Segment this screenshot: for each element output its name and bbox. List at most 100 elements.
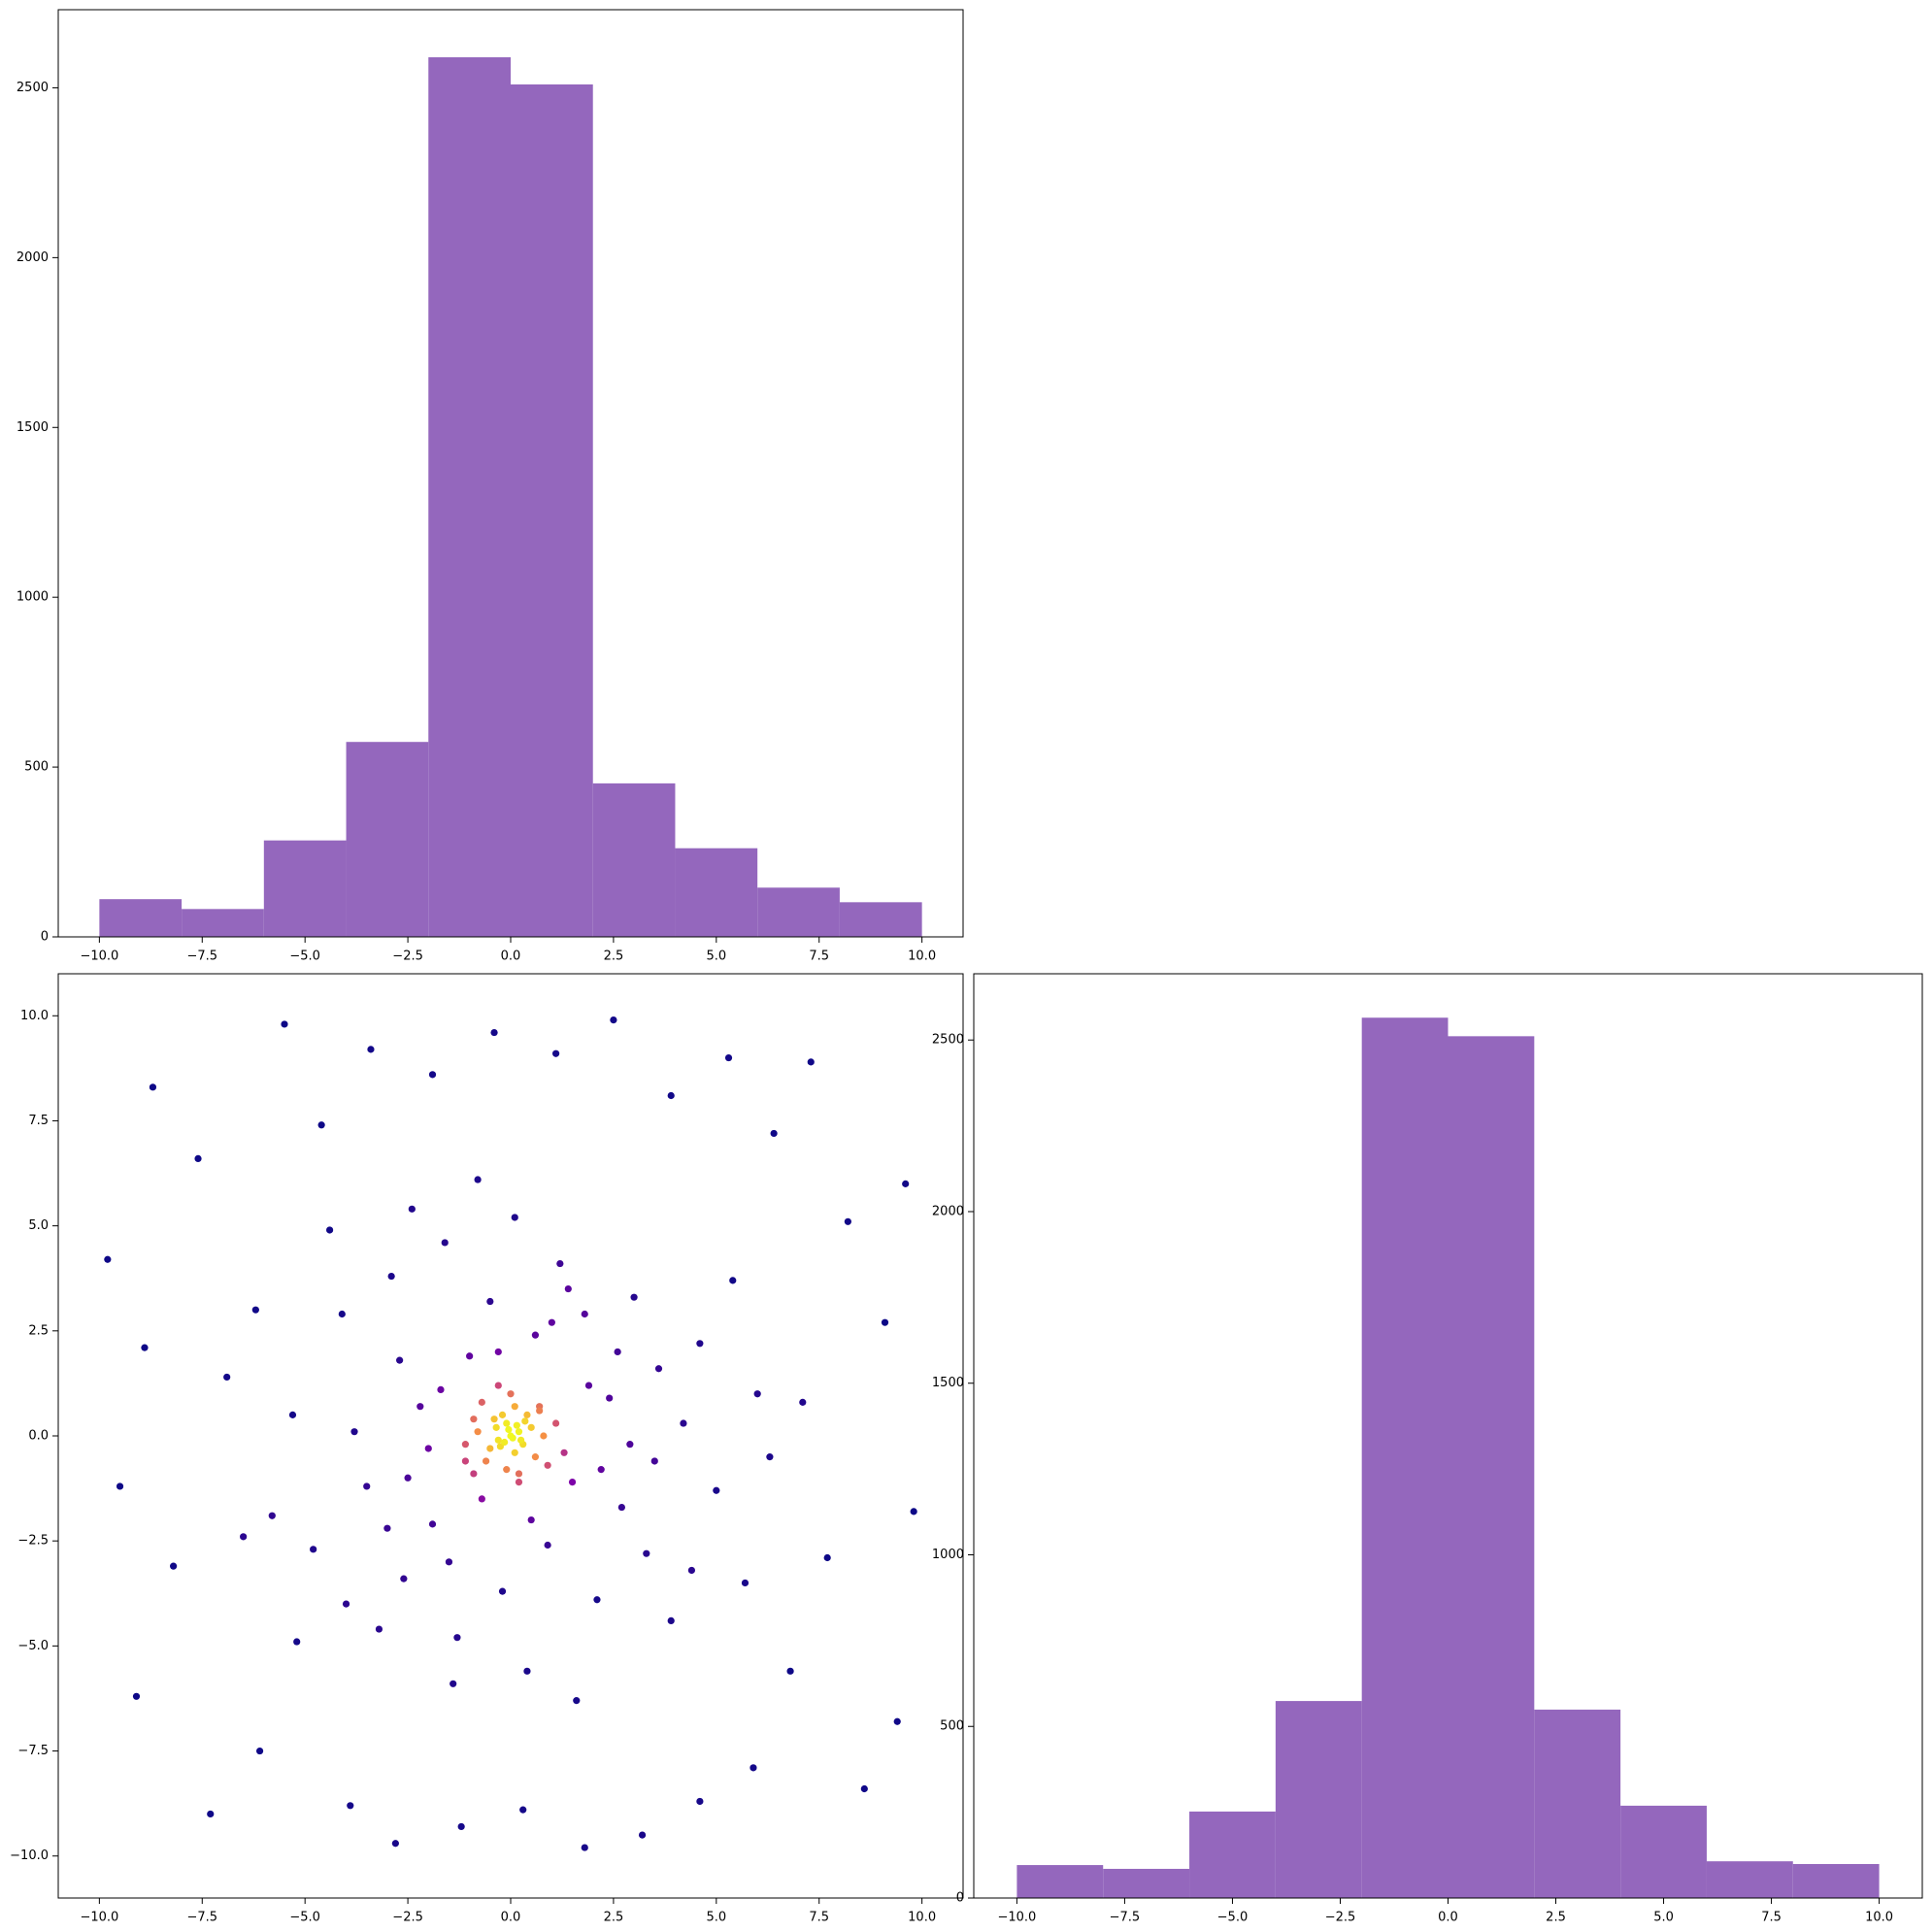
point (667, 1091, 675, 1100)
point (478, 1398, 485, 1406)
point (515, 1479, 523, 1486)
point (687, 1566, 696, 1575)
point (696, 1340, 704, 1348)
x-tick-label: 0.0 (501, 1911, 521, 1925)
bar (1448, 1036, 1535, 1898)
y-tick-label: 2000 (17, 250, 49, 265)
point (450, 1680, 457, 1687)
point (470, 1470, 478, 1478)
point (556, 1259, 564, 1268)
x-tick-label: 10.0 (1865, 1911, 1893, 1925)
point (614, 1348, 621, 1356)
point (441, 1239, 449, 1247)
point (713, 1486, 720, 1494)
point (486, 1297, 494, 1306)
x-tick-label: 10.0 (908, 1911, 936, 1925)
point (564, 1284, 572, 1293)
y-tick-label: 500 (24, 760, 49, 775)
point (753, 1390, 761, 1398)
point (696, 1797, 704, 1806)
panel: −10.0 −7.5 −5.0 −2.5 0.0 2.5 5.0 7.5 10.0 0 500 100… (932, 973, 1923, 1925)
point (527, 1423, 535, 1431)
bar (675, 848, 758, 937)
y-tick-label: −10.0 (10, 1849, 49, 1863)
y-tick-label: −7.5 (17, 1744, 49, 1758)
bar (839, 902, 922, 937)
bar (1534, 1709, 1621, 1898)
bar (1620, 1805, 1707, 1898)
bar (1275, 1701, 1362, 1898)
y-tick-label: 2500 (932, 1033, 964, 1048)
point (606, 1394, 614, 1402)
point (560, 1449, 568, 1456)
y-tick-label: 7.5 (28, 1114, 49, 1128)
x-tick-label: 5.0 (1653, 1911, 1674, 1925)
point (515, 1470, 523, 1478)
point (383, 1524, 391, 1532)
point (255, 1747, 264, 1755)
point (132, 1692, 141, 1700)
x-tick-label: −2.5 (392, 949, 423, 964)
x-tick-label: 2.5 (604, 1911, 624, 1925)
point (268, 1512, 276, 1519)
x-tick-label: −5.0 (289, 949, 320, 964)
bar (1103, 1868, 1190, 1898)
point (149, 1083, 157, 1091)
point (494, 1436, 502, 1444)
point (531, 1331, 540, 1339)
point (141, 1344, 149, 1351)
point (511, 1403, 518, 1411)
point (281, 1020, 288, 1028)
point (786, 1667, 794, 1675)
point (552, 1049, 560, 1057)
point (367, 1046, 375, 1053)
point (350, 1428, 358, 1436)
point (437, 1385, 445, 1393)
point (347, 1802, 354, 1810)
point (770, 1129, 778, 1138)
point (507, 1390, 515, 1398)
point (424, 1445, 432, 1452)
point (511, 1449, 518, 1456)
x-tick-label: −10.0 (80, 1911, 118, 1925)
point (457, 1822, 465, 1831)
bar (182, 909, 264, 937)
y-tick-label: 500 (940, 1719, 964, 1734)
point (170, 1562, 178, 1570)
point (581, 1310, 588, 1318)
point (317, 1121, 325, 1129)
point (494, 1348, 502, 1356)
bar (263, 840, 347, 937)
point (799, 1398, 807, 1406)
point (643, 1549, 650, 1557)
panel: −10.0 −7.5 −5.0 −2.5 0.0 2.5 5.0 7.5 10.0 0 500 100… (17, 9, 964, 964)
point (342, 1600, 350, 1608)
y-tick-label: 0 (956, 1891, 964, 1906)
point (461, 1441, 469, 1449)
bar (1016, 1865, 1104, 1898)
point (474, 1176, 482, 1183)
point (860, 1784, 868, 1793)
point (511, 1214, 518, 1221)
point (486, 1445, 494, 1452)
point (724, 1053, 733, 1062)
point (513, 1421, 520, 1429)
point (823, 1553, 831, 1562)
point (498, 1411, 507, 1418)
point (478, 1495, 485, 1503)
point (501, 1438, 509, 1447)
point (490, 1028, 498, 1037)
point (223, 1373, 231, 1382)
bar (1361, 1017, 1449, 1898)
point (548, 1318, 555, 1326)
x-tick-label: 7.5 (809, 949, 829, 964)
bar (1706, 1861, 1793, 1898)
x-tick-label: 0.0 (501, 949, 521, 964)
point (516, 1436, 525, 1444)
y-tick-label: 2000 (932, 1204, 964, 1218)
point (741, 1579, 749, 1587)
point (617, 1503, 625, 1512)
bar (1189, 1811, 1276, 1898)
x-tick-label: 7.5 (809, 1911, 829, 1925)
x-tick-label: 2.5 (1546, 1911, 1566, 1925)
